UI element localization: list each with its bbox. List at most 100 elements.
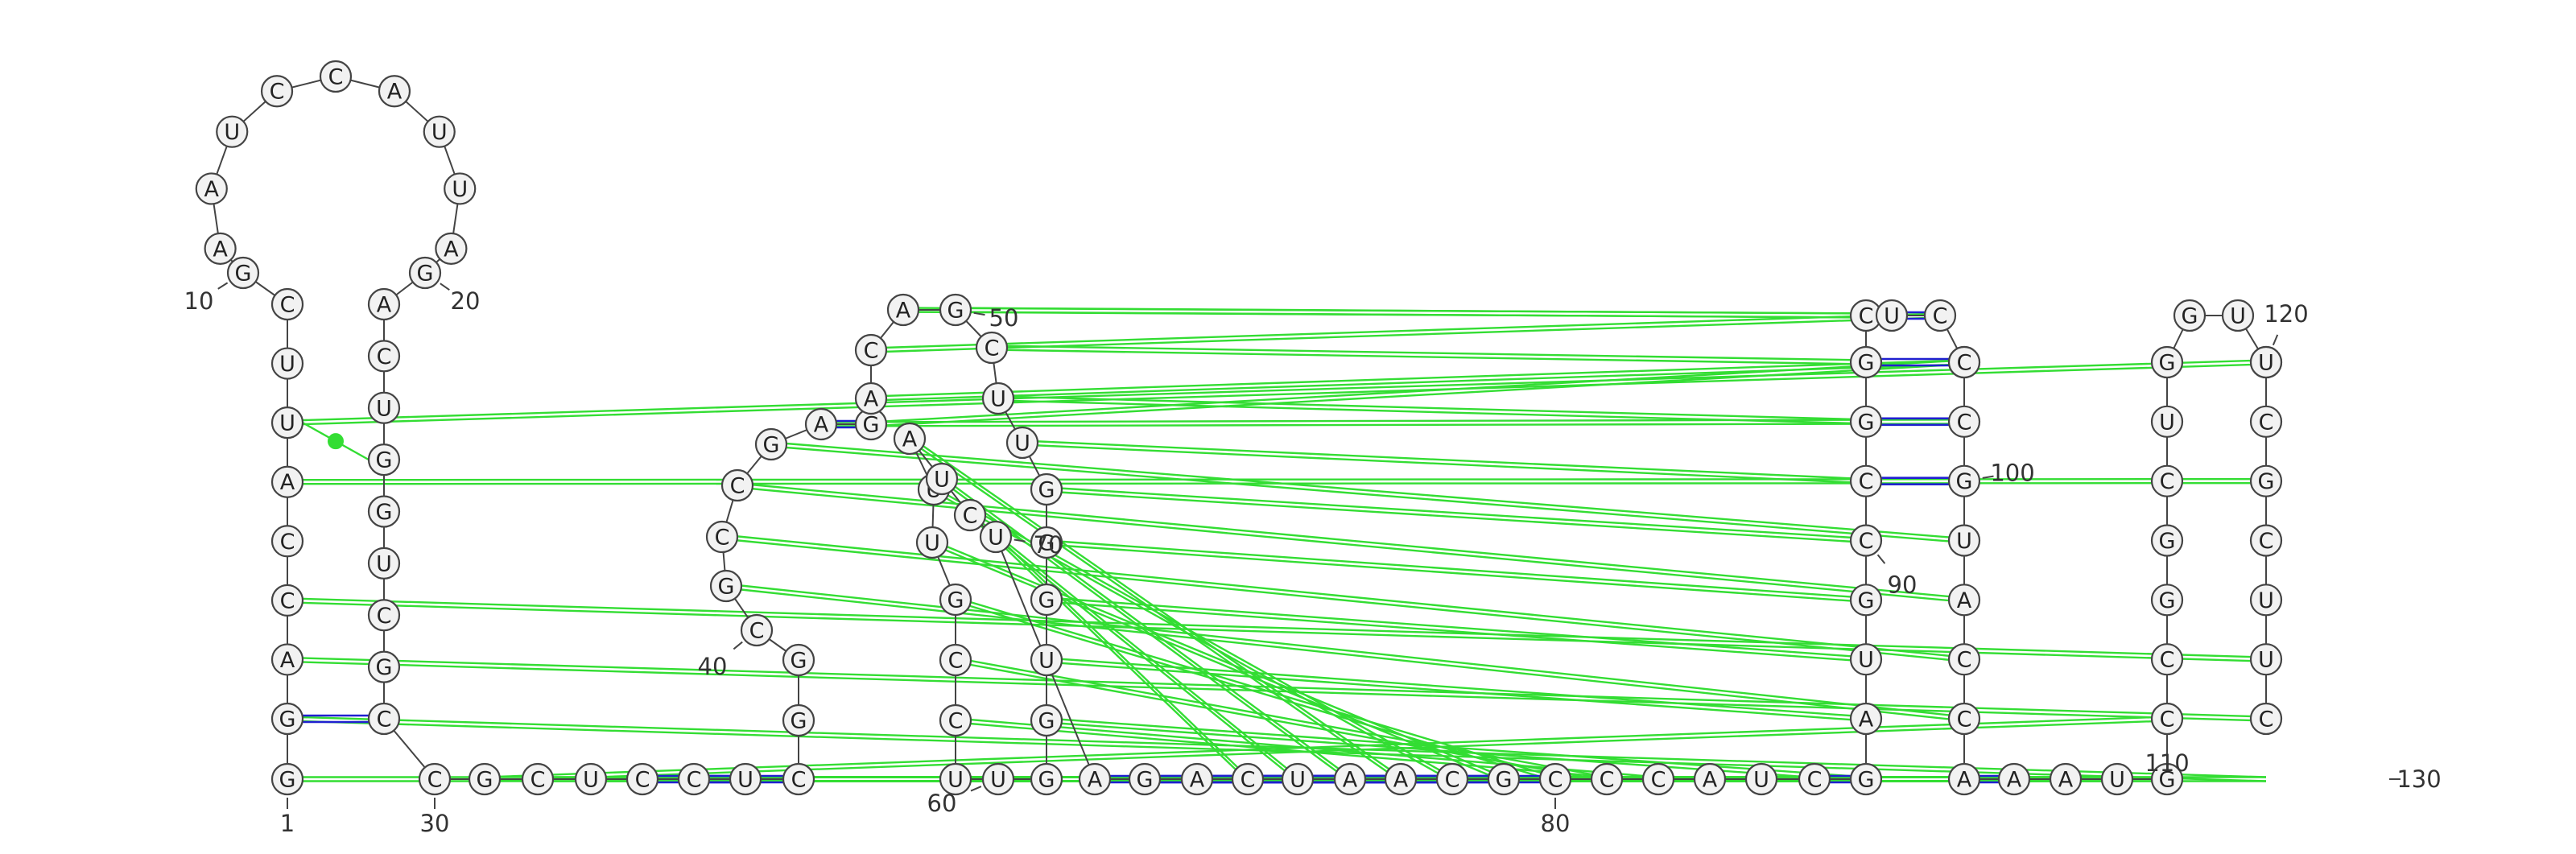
nucleotide-letter: G	[1496, 768, 1513, 793]
noncanonical-interaction	[287, 720, 2267, 782]
nucleotide-letter: G	[2159, 529, 2176, 554]
nucleotide-36: U	[729, 762, 762, 796]
noncanonical-interaction	[870, 312, 1941, 349]
nucleotide-letter: G	[2258, 469, 2275, 494]
nucleotide-letter: G	[417, 262, 434, 287]
nucleotide-letter: C	[328, 65, 344, 90]
nucleotide-29: C	[367, 702, 401, 736]
noncanonical-interaction	[955, 307, 1867, 315]
noncanonical-interaction	[955, 661, 1608, 782]
label-tick	[1013, 538, 1026, 543]
nucleotide-letter: U	[947, 768, 964, 793]
nucleotide-letter: G	[947, 588, 964, 613]
position-label-30: 30	[420, 810, 450, 837]
nucleotide-letter: A	[902, 427, 918, 452]
nucleotide-98: C	[1947, 345, 1981, 379]
label-tick	[970, 786, 982, 792]
position-label-80: 80	[1541, 810, 1571, 837]
nucleotide-59: G	[1030, 762, 1063, 796]
nucleotide-letter: C	[963, 504, 978, 529]
nucleotide-60: U	[981, 762, 1015, 796]
nucleotide-letter: G	[1858, 768, 1875, 793]
noncanonical-interaction	[955, 657, 1608, 778]
nucleotide-27: C	[367, 599, 401, 632]
nucleotide-69: C	[953, 498, 987, 532]
nucleotide-letter: C	[1859, 304, 1874, 329]
noncanonical-interaction	[991, 344, 1867, 361]
nucleotide-72: G	[1128, 762, 1162, 796]
nucleotide-56: G	[1030, 583, 1063, 617]
nucleotide-letter: G	[947, 299, 964, 324]
noncanonical-interaction	[1046, 596, 1867, 658]
nucleotide-letter: C	[687, 768, 702, 793]
nucleotide-99: C	[1947, 405, 1981, 438]
nucleotide-letter: A	[213, 237, 228, 262]
nucleotide-letter: U	[2230, 304, 2246, 329]
nucleotide-letter: C	[730, 474, 745, 499]
nucleotide-109: G	[2150, 762, 2184, 796]
nucleotide-52: U	[981, 382, 1015, 415]
noncanonical-interaction	[770, 441, 1965, 540]
nucleotide-letter: C	[864, 339, 879, 364]
nucleotide-letter: C	[749, 619, 765, 644]
nucleotide-letter: C	[2160, 648, 2175, 673]
noncanonical-interaction	[725, 587, 1965, 722]
nucleotide-letter: G	[863, 413, 880, 438]
nucleotide-letter: C	[1957, 410, 1972, 435]
noncanonical-interaction	[1046, 539, 1867, 600]
nucleotide-letter: A	[1703, 768, 1718, 793]
noncanonical-interaction	[1046, 486, 1867, 540]
nucleotide-letter: G	[2159, 588, 2176, 613]
nucleotide-letter: U	[924, 531, 940, 556]
nucleotide-62: C	[939, 703, 972, 737]
noncanonical-interaction	[1046, 490, 1867, 544]
nucleotide-91: C	[1849, 464, 1883, 497]
noncanonical-interaction	[721, 538, 1965, 662]
nucleotide-40: C	[740, 613, 774, 647]
noncanonical-interaction	[909, 439, 1402, 782]
nucleotide-94: C	[1849, 299, 1883, 332]
nucleotide-letter: C	[280, 588, 295, 613]
nucleotide-108: U	[2100, 762, 2134, 796]
noncanonical-interaction	[820, 423, 1965, 427]
noncanonical-interaction	[484, 716, 2168, 778]
nucleotide-44: G	[754, 427, 788, 461]
nucleotide-85: C	[1798, 762, 1831, 796]
noncanonical-interaction	[997, 399, 1867, 425]
nucleotide-13: U	[216, 115, 249, 148]
nucleotide-102: A	[1947, 584, 1981, 617]
nucleotide-letter: G	[376, 448, 393, 473]
nucleotide-letter: C	[1600, 768, 1615, 793]
nucleotide-64: G	[939, 583, 972, 617]
nucleotide-4: C	[270, 584, 304, 617]
nucleotide-45: A	[804, 407, 838, 441]
nucleotide-letter: G	[1137, 768, 1154, 793]
nucleotide-11: A	[204, 232, 237, 265]
nucleotide-37: C	[782, 762, 815, 796]
noncanonical-interaction	[287, 601, 2267, 662]
nucleotide-letter: U	[279, 411, 295, 436]
nucleotide-81: C	[1590, 762, 1624, 796]
nucleotide-letter: G	[1038, 588, 1055, 613]
nucleotide-letter: U	[1038, 649, 1055, 674]
nucleotide-letter: C	[948, 709, 964, 734]
nucleotide-31: G	[468, 762, 502, 796]
nucleotide-17: U	[423, 115, 456, 148]
nucleotide-7: U	[270, 406, 304, 439]
nucleotide-letter: G	[235, 262, 252, 287]
nucleotide-5: C	[270, 525, 304, 558]
position-label-60: 60	[927, 790, 957, 817]
nucleotide-letter: G	[2182, 304, 2198, 329]
nucleotide-letter: C	[280, 293, 295, 318]
position-label-100: 100	[1990, 460, 2034, 487]
noncanonical-interaction	[1022, 439, 1867, 481]
nucleotide-letter: G	[477, 768, 493, 793]
position-label-130: 130	[2396, 765, 2441, 793]
nucleotide-24: G	[367, 444, 401, 477]
nucleotide-letter: U	[988, 526, 1004, 551]
nucleotide-letter: C	[2160, 469, 2175, 494]
nucleotide-letter: C	[1445, 768, 1460, 793]
nucleotide-letter: C	[377, 708, 392, 732]
nucleotide-106: A	[1997, 762, 2031, 796]
